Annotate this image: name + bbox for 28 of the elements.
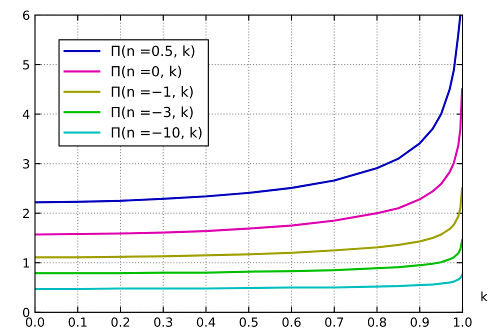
legend-label: Π(n =−3, k) — [112, 106, 193, 119]
x-tick-label: 0.6 — [282, 317, 301, 327]
x-tick-label: 0.4 — [196, 317, 216, 327]
legend-label: Π(n =0.5, k) — [112, 45, 194, 58]
legend-label: Π(n =−10, k) — [112, 126, 202, 140]
y-tick-label: 1 — [24, 258, 29, 268]
y-tick-label: 3 — [23, 159, 30, 169]
x-tick-label: 1.0 — [454, 317, 472, 327]
x-tick-label: 0.0 — [26, 317, 44, 327]
line-series — [35, 274, 462, 290]
x-tick-label: 0.5 — [240, 317, 258, 327]
legend-label: Π(n =0, k) — [112, 66, 182, 78]
x-tick-label: 0.7 — [325, 317, 344, 327]
line-series — [35, 239, 462, 274]
legend-label: Π(n =−1, k) — [112, 86, 193, 99]
y-tick-label: 5 — [23, 60, 30, 70]
y-tick-label: 0 — [23, 308, 30, 318]
y-tick-label: 6 — [23, 10, 30, 20]
x-tick-label: 0.9 — [410, 317, 429, 327]
x-axis-title: k — [481, 291, 488, 301]
x-tick-label: 0.8 — [368, 317, 386, 327]
line-series — [35, 88, 462, 236]
x-tick-label: 0.3 — [154, 317, 172, 327]
line-series — [35, 187, 462, 258]
y-tick-label: 4 — [22, 110, 30, 119]
x-tick-label: 0.1 — [68, 317, 87, 327]
x-tick-label: 0.2 — [111, 317, 130, 327]
y-tick-label: 2 — [23, 208, 29, 218]
